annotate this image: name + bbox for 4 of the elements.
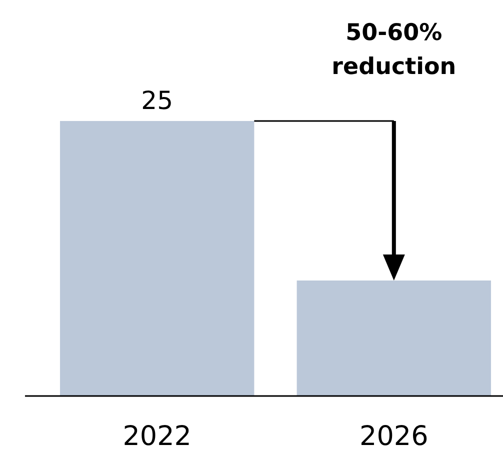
data-label: 25 <box>141 86 173 115</box>
x-tick-label: 2022 <box>122 421 192 449</box>
x-tick-label: 2026 <box>360 421 428 449</box>
text: 50-60% reduction <box>332 20 456 80</box>
